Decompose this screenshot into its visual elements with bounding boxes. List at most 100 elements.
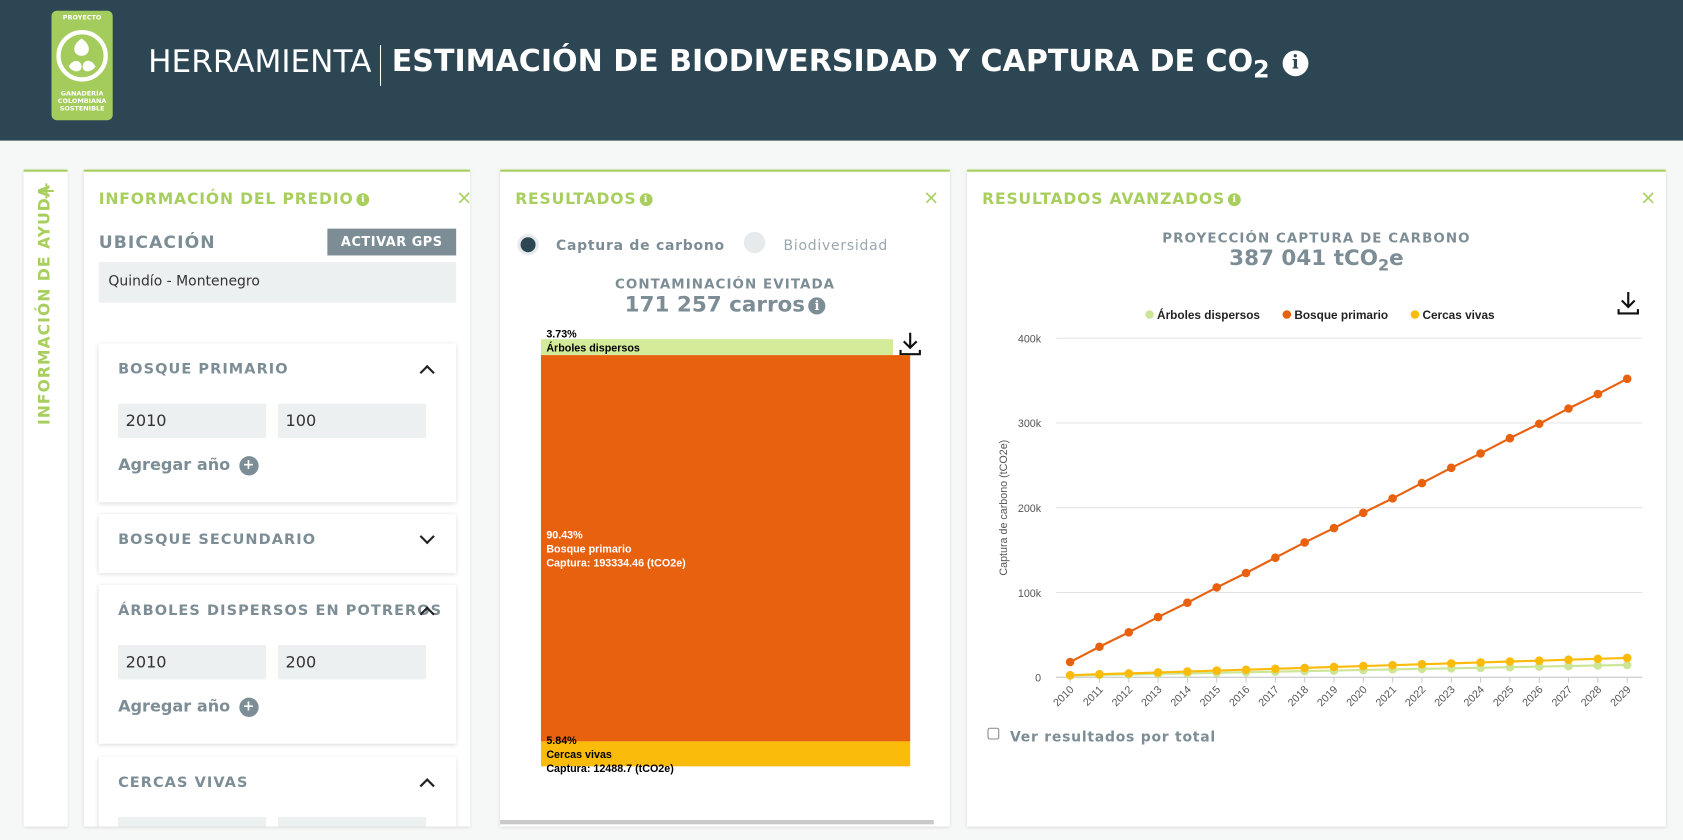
data-point (1505, 657, 1515, 666)
value-input[interactable]: 200 (277, 645, 427, 680)
checkbox[interactable] (987, 727, 1000, 740)
y-tick-label: 100k (1018, 588, 1042, 600)
metric-label: PROYECCIÓN CAPTURA DE CARBONO (1162, 229, 1471, 246)
logo-text: GANADERÍA (60, 90, 104, 98)
x-tick-label: 2024 (1462, 684, 1487, 709)
radio[interactable] (743, 231, 766, 254)
section-title[interactable]: BOSQUE SECUNDARIO (118, 531, 317, 549)
scrollbar[interactable] (500, 820, 934, 825)
data-point (1564, 661, 1573, 671)
close-button[interactable]: × (1640, 186, 1657, 210)
logo: PROYECTO GANADERÍA COLOMBIANA SOSTENIBLE (51, 10, 113, 121)
help-sidebar[interactable]: + INFORMACIÓN DE AYUDA (23, 169, 68, 827)
series-line (1070, 663, 1628, 677)
title-text: INFORMACIÓN DEL PREDIO (98, 191, 354, 209)
logo-text: PROYECTO (62, 13, 102, 22)
logo-text: SOSTENIBLE (59, 105, 105, 113)
data-point (1153, 668, 1163, 677)
data-point (1476, 449, 1485, 458)
chevron[interactable] (419, 778, 435, 794)
add-year[interactable]: Agregar año + (118, 455, 259, 475)
title-text: RESULTADOS (515, 191, 637, 209)
y-tick-label: 400k (1018, 333, 1042, 345)
x-tick-label: 2022 (1403, 684, 1428, 709)
header: PROYECTO GANADERÍA COLOMBIANA SOSTENIBLE… (0, 0, 1683, 141)
info-icon[interactable]: i (639, 193, 653, 207)
data-point (1534, 656, 1544, 665)
add-label: Agregar año (118, 696, 231, 716)
logo-bottom: GANADERÍA COLOMBIANA SOSTENIBLE (52, 90, 113, 113)
treemap-cell (540, 741, 911, 767)
data-point (1124, 669, 1134, 678)
radio-label[interactable]: Biodiversidad (783, 238, 889, 255)
info-icon[interactable]: i (808, 296, 826, 314)
section-card: BOSQUE PRIMARIO 2010 100 Agregar año + (98, 343, 457, 503)
x-tick-label: 2021 (1374, 684, 1399, 709)
data-point (1271, 553, 1280, 563)
year-input[interactable]: 2010 (118, 645, 267, 680)
data-point (1212, 583, 1222, 592)
value-input[interactable]: 100 (277, 403, 427, 438)
section-title[interactable]: BOSQUE PRIMARIO (118, 360, 289, 378)
treemap: 3.73%Árboles dispersosCaptura: 7974.64 (… (540, 328, 921, 775)
data-point (1241, 568, 1251, 578)
x-tick-label: 2016 (1227, 684, 1252, 709)
radio-selected[interactable] (517, 233, 539, 256)
chevron[interactable] (419, 364, 435, 381)
expand-icon[interactable]: + (36, 178, 57, 206)
data-point (1388, 494, 1397, 503)
series-line (1069, 377, 1628, 663)
metric-text: 171 257 carros (624, 290, 806, 317)
add-year[interactable]: Agregar año + (118, 696, 259, 717)
data-point (1095, 642, 1104, 652)
section-title[interactable]: CERCAS VIVAS (118, 773, 249, 792)
value-input[interactable] (277, 816, 427, 827)
treemap-cell (540, 339, 894, 356)
x-tick-label: 2025 (1491, 684, 1516, 709)
year-input[interactable] (118, 816, 267, 827)
info-icon[interactable]: i (1228, 193, 1242, 207)
metric-value: 387 041 tCO2e (967, 245, 1666, 275)
x-tick-label: 2012 (1110, 684, 1135, 709)
data-point (1153, 612, 1163, 622)
data-point (1271, 664, 1280, 674)
location-input[interactable]: Quindío - Montenegro (98, 261, 457, 303)
cell-value: Captura: 12488.7 (tCO2e) (546, 763, 674, 775)
x-tick-label: 2029 (1608, 684, 1633, 709)
data-point (1534, 419, 1544, 429)
cell-share: 5.84% (546, 735, 577, 747)
info-icon[interactable]: i (1282, 50, 1309, 77)
header-title: ESTIMACIÓN DE BIODIVERSIDAD Y CAPTURA DE… (392, 43, 1309, 84)
download-icon[interactable] (1617, 291, 1639, 315)
x-tick-label: 2020 (1344, 684, 1369, 709)
x-tick-label: 2017 (1256, 684, 1281, 709)
close-button[interactable]: × (923, 186, 940, 210)
data-point (1300, 538, 1309, 547)
data-point (1359, 508, 1368, 518)
data-point (1564, 655, 1573, 665)
legend-marker (1410, 310, 1420, 319)
data-point (1065, 670, 1075, 680)
x-tick-label: 2018 (1286, 684, 1311, 709)
data-point (1065, 657, 1075, 667)
chevron[interactable] (419, 529, 435, 545)
advanced-panel: RESULTADOS AVANZADOS i × PROYECCIÓN CAPTU… (967, 169, 1666, 827)
y-tick-label: 0 (1035, 673, 1041, 685)
data-point (1534, 662, 1544, 671)
info-icon[interactable]: i (356, 193, 370, 207)
y-tick-label: 300k (1018, 418, 1042, 430)
checkbox-label[interactable]: Ver resultados por total (1010, 729, 1216, 746)
download-icon[interactable] (899, 332, 921, 356)
section-title[interactable]: ÁRBOLES DISPERSOS EN POTREROS (118, 602, 443, 620)
data-point (1183, 598, 1192, 607)
data-point (1446, 659, 1456, 668)
x-tick-label: 2019 (1315, 684, 1340, 709)
year-input[interactable]: 2010 (118, 403, 267, 438)
radio-label[interactable]: Captura de carbono (555, 238, 725, 255)
cell-share: 3.73% (546, 328, 577, 340)
gps-button[interactable]: ACTIVAR GPS (327, 228, 457, 256)
cell-name: Árboles dispersos (546, 341, 640, 354)
close-button[interactable]: × (456, 187, 470, 210)
